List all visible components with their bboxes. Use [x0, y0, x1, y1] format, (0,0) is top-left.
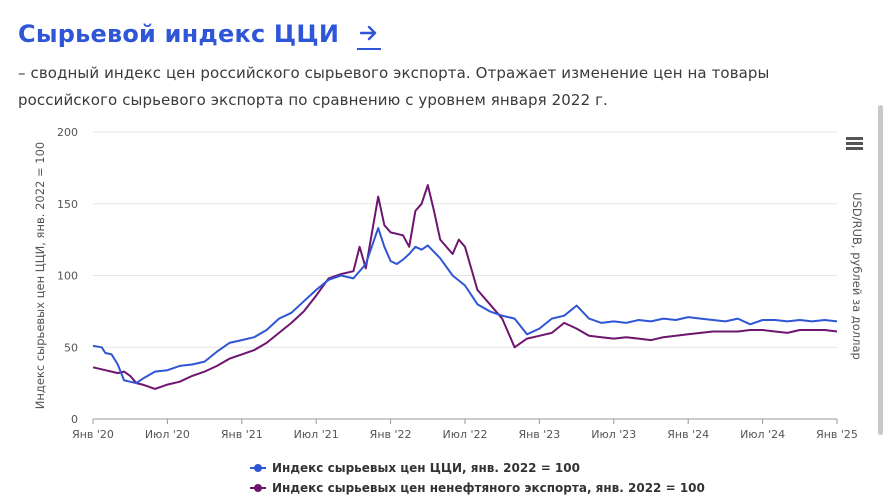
x-tick-label: Июл '21	[294, 428, 339, 441]
legend-marker-icon	[250, 464, 266, 472]
x-tick-label: Июл '22	[442, 428, 487, 441]
x-tick-label: Июл '20	[145, 428, 190, 441]
x-tick-label: Июл '23	[591, 428, 636, 441]
y-axis-title-left: Индекс сырьевых цен ЦЦИ, янв. 2022 = 100	[33, 142, 47, 409]
chart-menu-button[interactable]	[846, 134, 868, 154]
chart-legend: Индекс сырьевых цен ЦЦИ, янв. 2022 = 100…	[250, 458, 810, 498]
legend-item[interactable]: Индекс сырьевых цен ЦЦИ, янв. 2022 = 100	[250, 458, 810, 478]
x-tick-label: Янв '22	[370, 428, 412, 441]
x-tick-label: Июл '24	[740, 428, 785, 441]
legend-label: Индекс сырьевых цен ненефтяного экспорта…	[272, 481, 705, 495]
legend-label: Индекс сырьевых цен ЦЦИ, янв. 2022 = 100	[272, 461, 580, 475]
chart-title: Сырьевой индекс ЦЦИ	[18, 20, 340, 48]
y-tick-label: 200	[57, 126, 78, 139]
x-tick-label: Янв '24	[667, 428, 709, 441]
hamburger-menu-icon	[846, 137, 868, 150]
scrollbar[interactable]	[878, 105, 883, 435]
y-tick-label: 150	[57, 198, 78, 211]
legend-item[interactable]: Индекс сырьевых цен ненефтяного экспорта…	[250, 478, 810, 498]
title-arrow-link[interactable]	[357, 18, 382, 50]
y-tick-label: 0	[71, 413, 78, 426]
y-tick-label: 50	[64, 341, 78, 354]
series-line	[92, 227, 838, 385]
y-axis-title-right: USD/RUB, рублей за доллар	[850, 192, 864, 360]
description-line-2: российского сырьевого экспорта по сравне…	[18, 91, 608, 109]
x-tick-label: Янв '20	[72, 428, 114, 441]
series-line	[92, 184, 838, 390]
legend-marker-icon	[250, 484, 266, 492]
arrow-right-icon	[360, 25, 377, 41]
description-line-1: – сводный индекс цен российского сырьево…	[18, 64, 770, 82]
x-tick-label: Янв '23	[518, 428, 560, 441]
chart-description: – сводный индекс цен российского сырьево…	[18, 60, 838, 114]
x-tick-label: Янв '25	[816, 428, 858, 441]
x-tick-label: Янв '21	[221, 428, 263, 441]
chart-area: 0 50 100 150 200 Янв '20 Июл '20 Янв '21 Июл '21…	[33, 126, 864, 441]
y-tick-label: 100	[57, 270, 78, 283]
chart-header: Сырьевой индекс ЦЦИ – сводный индекс цен…	[18, 14, 838, 114]
